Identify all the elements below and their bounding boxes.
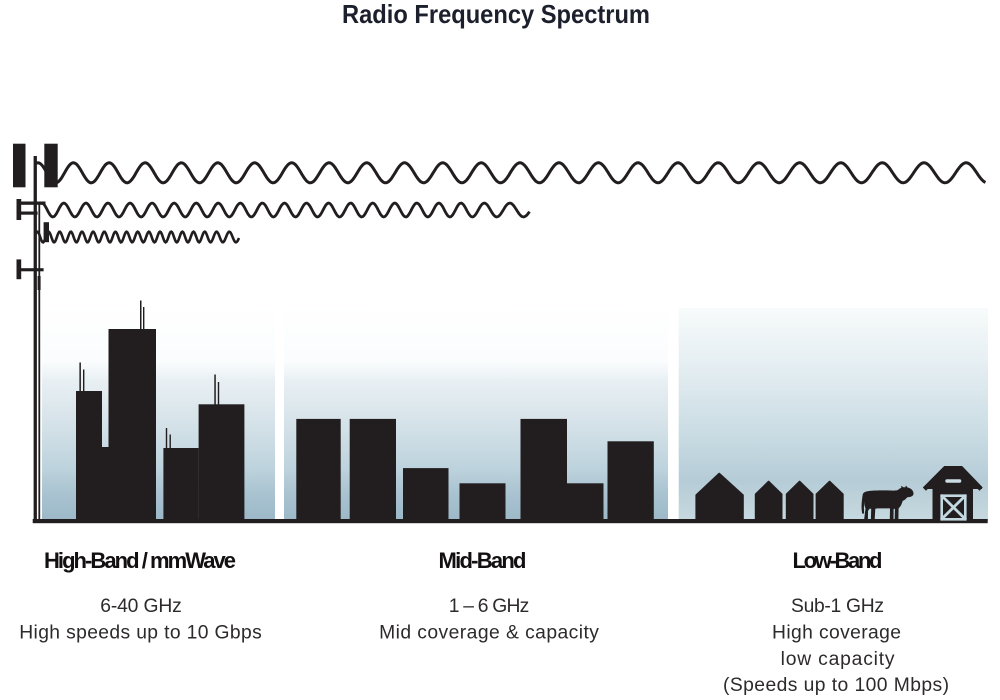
svg-text:(Speeds up to 100 Mbps): (Speeds up to 100 Mbps) bbox=[723, 675, 949, 696]
svg-text:Mid-Band: Mid-Band bbox=[439, 548, 527, 573]
svg-text:Sub-1 GHz: Sub-1 GHz bbox=[791, 596, 884, 617]
svg-text:low capacity: low capacity bbox=[781, 649, 895, 670]
svg-text:High coverage: High coverage bbox=[772, 622, 901, 643]
svg-text:Mid coverage & capacity: Mid coverage & capacity bbox=[379, 622, 599, 643]
svg-text:6-40 GHz: 6-40 GHz bbox=[100, 596, 182, 617]
svg-text:Low-Band: Low-Band bbox=[793, 548, 883, 573]
svg-text:1 – 6 GHz: 1 – 6 GHz bbox=[449, 596, 530, 617]
svg-text:High speeds up to 10 Gbps: High speeds up to 10 Gbps bbox=[19, 622, 262, 643]
svg-text:High-Band / mmWave: High-Band / mmWave bbox=[44, 548, 236, 573]
svg-text:Radio Frequency Spectrum: Radio Frequency Spectrum bbox=[342, 0, 650, 29]
